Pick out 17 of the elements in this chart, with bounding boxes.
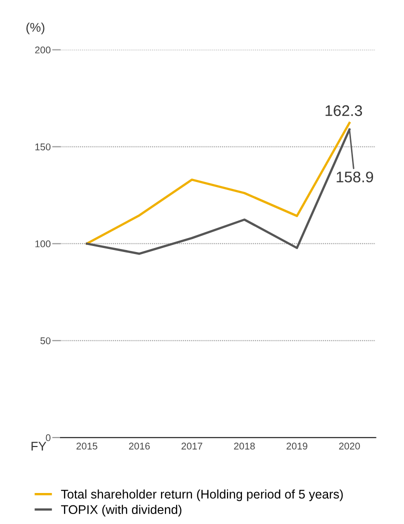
- legend-label: TOPIX (with dividend): [61, 504, 182, 516]
- y-tick-label: 0: [46, 434, 50, 442]
- x-tick-label: 2019: [286, 442, 308, 450]
- x-tick-label: 2020: [339, 442, 360, 450]
- x-axis-title: FY: [32, 442, 46, 450]
- x-tick-label: 2017: [182, 442, 202, 450]
- legend-label: Total shareholder return (Holding period of 5 years): [61, 489, 343, 502]
- x-tick-label: 2015: [76, 442, 98, 450]
- y-tick-label: 150: [35, 143, 50, 150]
- annotation: 162.3: [326, 105, 362, 116]
- y-tick-label: 100: [35, 240, 50, 248]
- y-tick-label: 50: [40, 337, 50, 344]
- y-axis-title: (%): [26, 22, 44, 34]
- x-tick-label: 2018: [234, 442, 255, 450]
- x-tick-label: 2016: [129, 442, 150, 450]
- y-tick-label: 200: [35, 46, 50, 54]
- annotation: 158.9: [336, 172, 374, 182]
